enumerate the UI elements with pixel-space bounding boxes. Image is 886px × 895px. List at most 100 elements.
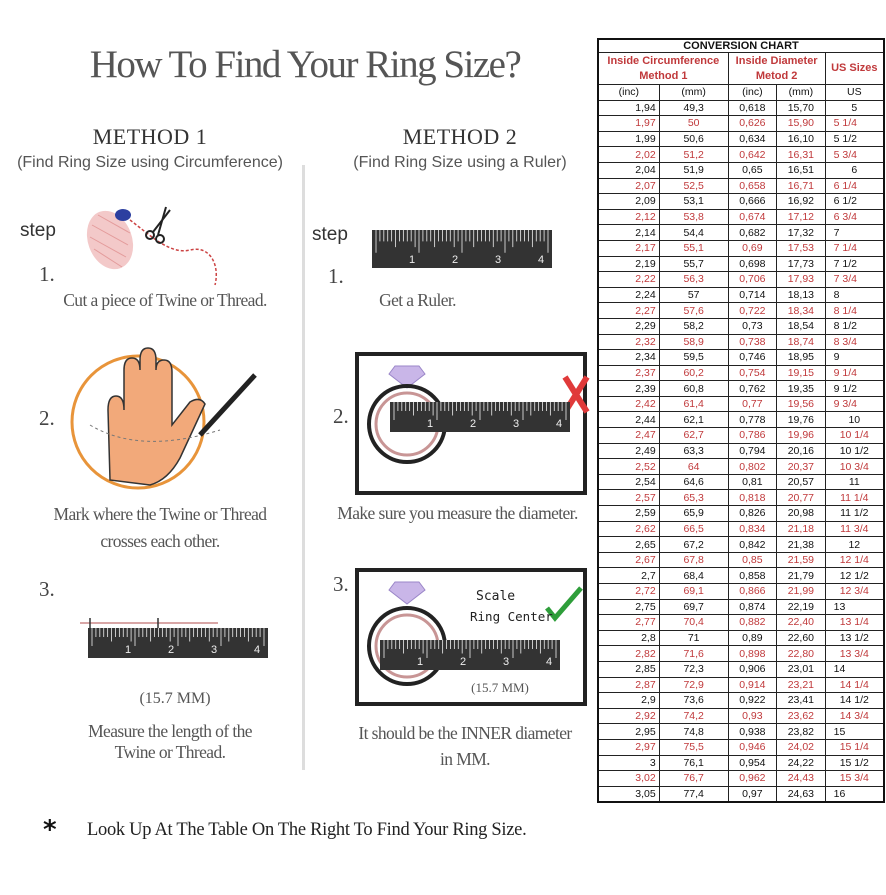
group-header-us-sizes: US Sizes	[824, 52, 885, 85]
table-cell: 2,14	[597, 224, 660, 241]
table-cell: 76,1	[658, 754, 729, 772]
table-row: 2,32 58,9 0,738 18,74 8 3/4	[597, 333, 885, 351]
table-cell: 22,40	[776, 614, 826, 631]
table-row: 2,34 59,5 0,746 18,95 9	[597, 349, 885, 366]
table-cell: 13 1/2	[824, 629, 885, 647]
table-row: 2,47 62,7 0,786 19,96 10 1/4	[597, 427, 885, 444]
table-cell: 56,3	[658, 271, 729, 288]
ruler-number: 1	[417, 656, 423, 668]
ruler-icon: 1 2 3 4	[88, 628, 268, 658]
method2-step1-caption: Get a Ruler.	[379, 290, 456, 310]
table-cell: 9 1/2	[824, 380, 885, 397]
table-cell: 66,5	[658, 520, 729, 538]
table-cell: 0,842	[727, 536, 778, 553]
table-cell: 2,7	[597, 567, 660, 584]
method2-heading: METHOD 2	[402, 124, 518, 149]
table-cell: 63,3	[658, 442, 729, 460]
method2-step3-caption-line1: It should be the INNER diameter	[358, 723, 572, 743]
table-cell: 52,5	[658, 177, 729, 195]
table-cell: 16,92	[776, 193, 826, 210]
table-cell: 22,80	[776, 645, 826, 662]
table-row: 2,49 63,3 0,794 20,16 10 1/2	[597, 442, 885, 460]
method1-step3-caption-line2: Twine or Thread.	[114, 742, 226, 762]
table-cell: 0,858	[727, 567, 778, 584]
table-cell: 53,1	[658, 193, 729, 210]
table-row: 2,72 69,1 0,866 21,99 12 3/4	[597, 583, 885, 600]
table-cell: 0,946	[727, 738, 778, 756]
table-cell: 12	[824, 536, 885, 553]
table-row: 2,62 66,5 0,834 21,18 11 3/4	[597, 520, 885, 538]
table-cell: 2,9	[597, 692, 660, 709]
table-cell: 18,54	[776, 317, 826, 335]
table-cell: 74,8	[658, 723, 729, 740]
table-cell: 2,24	[597, 286, 660, 304]
table-cell: 2,02	[597, 146, 660, 163]
table-cell: 0,898	[727, 645, 778, 662]
table-cell: 21,38	[776, 536, 826, 553]
table-cell: 67,8	[658, 551, 729, 569]
table-cell: 0,874	[727, 598, 778, 616]
table-cell: 0,89	[727, 629, 778, 647]
table-cell: 2,85	[597, 660, 660, 678]
table-cell: 0,922	[727, 692, 778, 709]
table-cell: 18,13	[776, 286, 826, 304]
table-cell: 19,76	[776, 411, 826, 429]
table-cell: 1,99	[597, 130, 660, 148]
table-cell: 23,62	[776, 707, 826, 725]
table-cell: 0,954	[727, 754, 778, 772]
table-row: 2,07 52,5 0,658 16,71 6 1/4	[597, 177, 885, 195]
table-cell: 74,2	[658, 707, 729, 725]
table-cell: 55,7	[658, 255, 729, 273]
table-cell: 0,706	[727, 271, 778, 288]
method1-step3-caption-line1: Measure the length of the	[88, 721, 252, 741]
table-cell: 0,77	[727, 395, 778, 413]
table-row: 2,65 67,2 0,842 21,38 12	[597, 536, 885, 553]
table-cell: 11 3/4	[824, 520, 885, 538]
group-header-circumference: Inside Circumference Method 1	[597, 52, 729, 85]
table-cell: 8	[824, 286, 885, 304]
table-cell: 75,5	[658, 738, 729, 756]
table-cell: 11 1/2	[824, 505, 885, 522]
table-row: 2,92 74,2 0,93 23,62 14 3/4	[597, 707, 885, 725]
table-cell: 2,97	[597, 738, 660, 756]
table-cell: 17,93	[776, 271, 826, 288]
table-cell: 0,674	[727, 208, 778, 226]
table-row: 2,54 64,6 0,81 20,57 11	[597, 473, 885, 491]
table-cell: 2,65	[597, 536, 660, 553]
table-cell: 20,98	[776, 505, 826, 522]
table-cell: 24,43	[776, 770, 826, 787]
table-row: 2,04 51,9 0,65 16,51 6	[597, 161, 885, 179]
table-cell: 9 3/4	[824, 395, 885, 413]
table-row: 1,99 50,6 0,634 16,10 5 1/2	[597, 130, 885, 148]
table-cell: 2,77	[597, 614, 660, 631]
table-cell: 15 1/2	[824, 754, 885, 772]
method2-step2-num: 2.	[333, 404, 349, 428]
table-cell: 2,82	[597, 645, 660, 662]
table-cell: 0,778	[727, 411, 778, 429]
table-cell: 55,1	[658, 239, 729, 257]
method1-heading: METHOD 1	[92, 124, 208, 149]
table-cell: 15,90	[776, 115, 826, 132]
table-cell: 68,4	[658, 567, 729, 584]
table-cell: 24,22	[776, 754, 826, 772]
table-cell: 64,6	[658, 473, 729, 491]
table-cell: 0,826	[727, 505, 778, 522]
method1-step1-num: 1.	[39, 262, 55, 286]
table-row: 2,17 55,1 0,69 17,53 7 1/4	[597, 239, 885, 257]
scale-label: Scale	[476, 589, 516, 604]
table-cell: 24,02	[776, 738, 826, 756]
ruler-number: 4	[546, 656, 552, 668]
table-row: 3,05 77,4 0,97 24,63 16	[597, 785, 885, 803]
method1-step1-caption: Cut a piece of Twine or Thread.	[63, 290, 267, 310]
table-cell: 72,3	[658, 660, 729, 678]
table-cell: 0,938	[727, 723, 778, 740]
table-cell: 76,7	[658, 770, 729, 787]
table-cell: 50	[658, 115, 729, 132]
table-cell: 2,8	[597, 629, 660, 647]
table-cell: 0,834	[727, 520, 778, 538]
table-cell: 77,4	[658, 785, 729, 803]
method1-step3-num: 3.	[39, 577, 55, 601]
table-cell: 0,642	[727, 146, 778, 163]
table-cell: 22,19	[776, 598, 826, 616]
pen-icon	[198, 373, 257, 437]
